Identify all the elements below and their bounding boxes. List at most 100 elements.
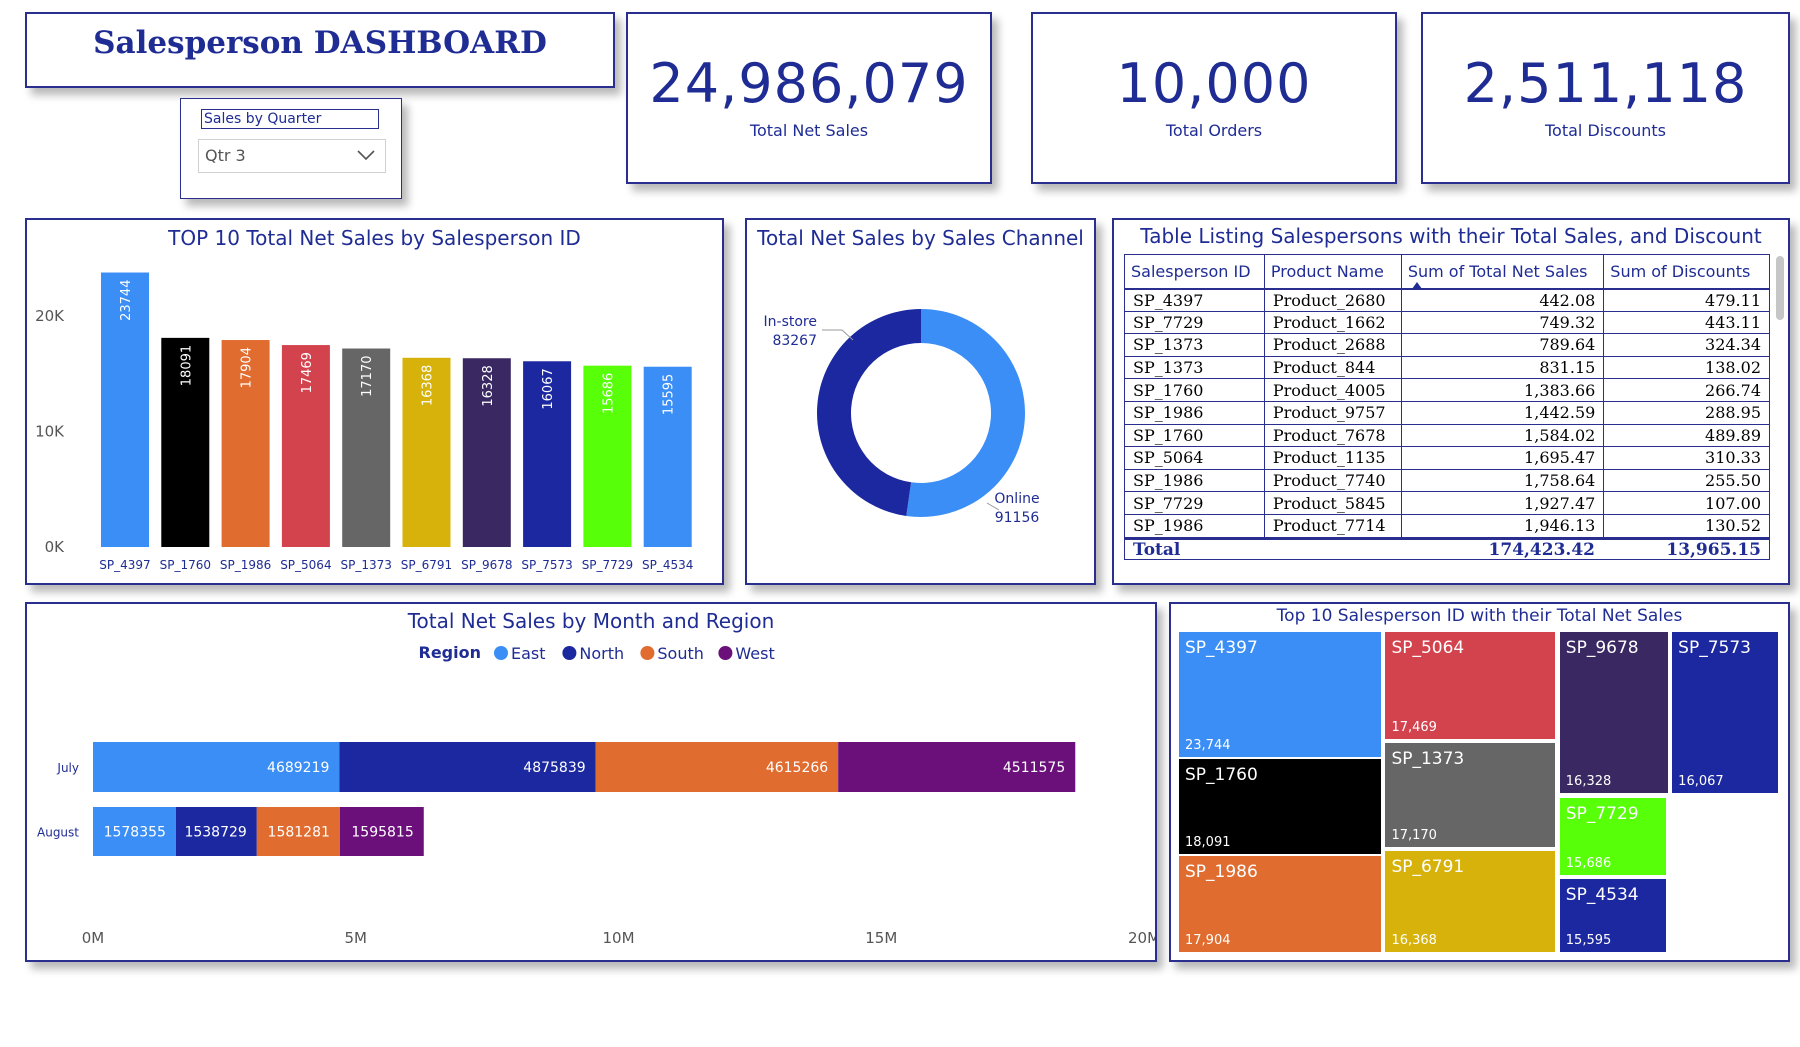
bar[interactable]: [402, 357, 451, 547]
table-row[interactable]: SP_4397 Product_2680 442.08 479.11: [1124, 288, 1770, 312]
kpi-label: Total Net Sales: [749, 121, 869, 140]
stacked-bar-segment[interactable]: [93, 807, 176, 856]
treemap-cell[interactable]: SP_7729 15,686: [1559, 797, 1666, 875]
x-tick-label: 5M: [345, 929, 368, 947]
cell-discount: 479.11: [1603, 288, 1770, 312]
bar-data-label: 16067: [541, 368, 556, 409]
kpi-value: 2,511,118: [1463, 52, 1748, 115]
bar-data-label: 17469: [300, 352, 315, 393]
treemap-cell-value: 17,904: [1185, 932, 1231, 948]
kpi-total-net-sales: 24,986,079 Total Net Sales: [626, 12, 992, 184]
legend-entry[interactable]: West: [735, 644, 774, 663]
region-month-chart: Region East North South West 4689219 4875839…: [37, 643, 1155, 947]
treemap-cell[interactable]: SP_7573 16,067: [1672, 632, 1778, 794]
column-header-product-name[interactable]: Product Name: [1263, 254, 1402, 290]
table-row[interactable]: SP_7729 Product_5845 1,927.47 107.00: [1124, 491, 1770, 515]
cell-product-name: Product_2680: [1263, 288, 1402, 312]
table-row[interactable]: SP_1760 Product_4005 1,383.66 266.74: [1124, 378, 1770, 402]
treemap-cell[interactable]: SP_4534 15,595: [1559, 879, 1666, 952]
table-row[interactable]: SP_1373 Product_2688 789.64 324.34: [1124, 333, 1770, 357]
bar[interactable]: [342, 348, 391, 547]
bar[interactable]: [523, 361, 572, 547]
table-row[interactable]: SP_1760 Product_7678 1,584.02 489.89: [1124, 424, 1770, 448]
legend-entry[interactable]: South: [657, 644, 704, 663]
stacked-bar-segment[interactable]: [595, 742, 839, 792]
treemap-cell[interactable]: SP_1760 18,091: [1179, 758, 1382, 855]
table-total-row: Total 174,423.42 13,965.15: [1124, 538, 1770, 560]
treemap-cell[interactable]: SP_5064 17,469: [1385, 632, 1556, 739]
bar[interactable]: [583, 365, 632, 547]
table-row[interactable]: SP_5064 Product_1135 1,695.47 310.33: [1124, 446, 1770, 470]
treemap-cell-name: SP_6791: [1391, 856, 1465, 877]
cell-total-net-sales: 1,758.64: [1400, 469, 1605, 493]
stacked-bar-segment[interactable]: [93, 742, 340, 792]
table-scroll-area[interactable]: Salesperson ID Product Name Sum of Total…: [1124, 254, 1770, 574]
bar[interactable]: [643, 366, 692, 547]
dashboard-canvas: Salesperson DASHBOARD Sales by Quarter Q…: [25, 12, 1790, 962]
bar[interactable]: [281, 345, 330, 547]
sales-channel-donut-card: Total Net Sales by Sales Channel In-stor…: [745, 218, 1096, 585]
bar[interactable]: [462, 358, 511, 547]
legend-entry[interactable]: East: [511, 644, 546, 663]
treemap-cell-value: 23,744: [1185, 737, 1231, 753]
bar[interactable]: [101, 272, 149, 547]
quarter-dropdown[interactable]: Qtr 3: [198, 139, 386, 173]
instore-label: In-store: [764, 314, 817, 330]
treemap-cell[interactable]: SP_1986 17,904: [1179, 856, 1382, 952]
legend-marker: [718, 646, 733, 660]
table-row[interactable]: SP_7729 Product_1662 749.32 443.11: [1124, 311, 1770, 335]
legend-marker: [562, 646, 577, 660]
stacked-bar-segment[interactable]: [175, 807, 257, 856]
treemap-cell[interactable]: SP_6791 16,368: [1385, 850, 1556, 952]
column-header-total-net-sales[interactable]: Sum of Total Net Sales: [1400, 254, 1605, 290]
cell-total-net-sales: 1,442.59: [1400, 401, 1605, 425]
cell-product-name: Product_5845: [1263, 491, 1402, 515]
treemap-cell[interactable]: SP_1373 17,170: [1385, 743, 1556, 847]
stacked-bar-segment[interactable]: [256, 807, 340, 856]
treemap-cell[interactable]: SP_9678 16,328: [1559, 632, 1668, 794]
column-header-salesperson-id[interactable]: Salesperson ID: [1124, 254, 1265, 290]
table-row[interactable]: SP_1986 Product_7740 1,758.64 255.50: [1124, 469, 1770, 493]
treemap-cell-value: 16,067: [1678, 774, 1724, 790]
donut-chart-title: Total Net Sales by Sales Channel: [757, 226, 1084, 250]
treemap-cell-name: SP_5064: [1391, 638, 1465, 658]
stacked-bar-segment[interactable]: [339, 742, 596, 792]
cell-discount: 107.00: [1603, 491, 1770, 515]
bar[interactable]: [221, 340, 270, 547]
table-scrollbar[interactable]: [1776, 256, 1784, 320]
stacked-bar-segment[interactable]: [339, 807, 424, 856]
x-tick-label: SP_4534: [642, 558, 693, 572]
kpi-label: Total Discounts: [1544, 121, 1667, 140]
bar-data-label: 16368: [421, 365, 436, 406]
legend-entry[interactable]: North: [579, 644, 624, 663]
column-header-discounts[interactable]: Sum of Discounts: [1603, 254, 1770, 290]
treemap-cell-name: SP_7573: [1678, 638, 1751, 658]
donut-slice[interactable]: [906, 309, 1025, 517]
treemap-cell-name: SP_7729: [1565, 803, 1639, 824]
bar[interactable]: [161, 337, 210, 547]
treemap-cell-value: 15,686: [1565, 855, 1612, 871]
region-chart-title: Total Net Sales by Month and Region: [407, 609, 775, 633]
donut-slice[interactable]: [817, 309, 921, 516]
cell-total-net-sales: 831.15: [1400, 356, 1605, 380]
x-tick-label: SP_5064: [280, 558, 331, 572]
cell-discount: 324.34: [1603, 333, 1770, 357]
table-row[interactable]: SP_1986 Product_9757 1,442.59 288.95: [1124, 401, 1770, 425]
y-category-label: July: [56, 761, 79, 775]
treemap-cell[interactable]: SP_4397 23,744: [1179, 632, 1382, 757]
cell-discount: 443.11: [1603, 311, 1770, 335]
cell-salesperson-id: SP_1373: [1124, 333, 1265, 357]
online-leader-line: [986, 502, 1000, 511]
instore-value-label: 83267: [772, 333, 817, 349]
stacked-bar-segment[interactable]: [838, 742, 1076, 792]
x-tick-label: 10M: [602, 929, 634, 947]
table-row[interactable]: SP_1986 Product_7714 1,946.13 130.52: [1124, 514, 1770, 538]
table-row[interactable]: SP_1373 Product_844 831.15 138.02: [1124, 356, 1770, 380]
title-card: Salesperson DASHBOARD: [25, 12, 615, 88]
kpi-label: Total Orders: [1165, 121, 1263, 140]
x-tick-label: SP_9678: [461, 558, 512, 572]
x-tick-label: SP_7573: [521, 558, 572, 572]
online-value-label: 91156: [995, 510, 1040, 526]
cell-total-net-sales: 1,584.02: [1400, 424, 1605, 448]
quarter-dropdown-value: Qtr 3: [205, 146, 246, 165]
